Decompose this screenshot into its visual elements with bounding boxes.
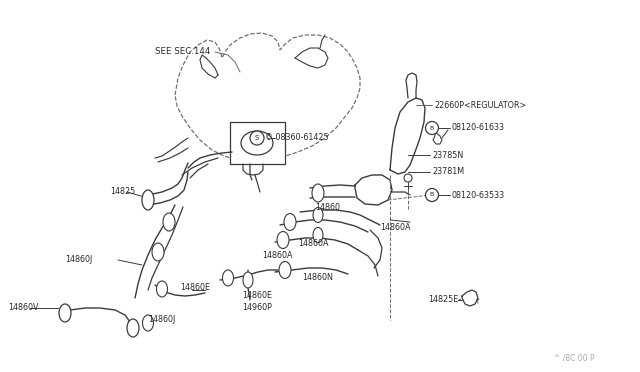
Ellipse shape (279, 262, 291, 279)
Text: 14860J: 14860J (65, 256, 92, 264)
Ellipse shape (313, 228, 323, 243)
Text: © 08360-61425: © 08360-61425 (265, 134, 328, 142)
Text: 14860J: 14860J (148, 315, 175, 324)
Ellipse shape (243, 272, 253, 288)
Bar (230, 122, 285, 164)
Ellipse shape (284, 214, 296, 231)
Ellipse shape (223, 270, 234, 286)
Ellipse shape (163, 213, 175, 231)
Text: 08120-61633: 08120-61633 (452, 124, 505, 132)
Text: 14825E-: 14825E- (428, 295, 461, 305)
Ellipse shape (313, 208, 323, 222)
Ellipse shape (152, 243, 164, 261)
Text: 14825: 14825 (110, 187, 135, 196)
Text: 14860A: 14860A (262, 251, 292, 260)
Text: 14860: 14860 (315, 203, 340, 212)
Ellipse shape (157, 281, 168, 297)
Text: 14860N: 14860N (302, 273, 333, 282)
Text: 14860A: 14860A (298, 240, 328, 248)
Text: 14860E: 14860E (242, 291, 272, 299)
Circle shape (404, 174, 412, 182)
Text: 14860E: 14860E (180, 283, 210, 292)
Text: B: B (430, 125, 434, 131)
Text: †: † (476, 297, 479, 303)
Text: ^ /8C 00 P: ^ /8C 00 P (554, 353, 595, 362)
Text: 23785N: 23785N (432, 151, 463, 160)
Text: 14860A: 14860A (380, 224, 410, 232)
Ellipse shape (143, 315, 154, 331)
Text: SEE SEC.144: SEE SEC.144 (155, 48, 211, 57)
Ellipse shape (277, 231, 289, 248)
Text: 22660P<REGULATOR>: 22660P<REGULATOR> (434, 100, 526, 109)
Text: 14960P: 14960P (242, 304, 272, 312)
Text: S: S (255, 135, 259, 141)
Ellipse shape (127, 319, 139, 337)
Text: B: B (430, 192, 434, 198)
Ellipse shape (142, 190, 154, 210)
Ellipse shape (241, 131, 273, 155)
Circle shape (426, 189, 438, 202)
Ellipse shape (312, 184, 324, 202)
Ellipse shape (59, 304, 71, 322)
Text: 14860V: 14860V (8, 304, 38, 312)
Text: 23781M: 23781M (432, 167, 464, 176)
Circle shape (426, 122, 438, 135)
Text: 08120-63533: 08120-63533 (452, 190, 505, 199)
Circle shape (250, 131, 264, 145)
